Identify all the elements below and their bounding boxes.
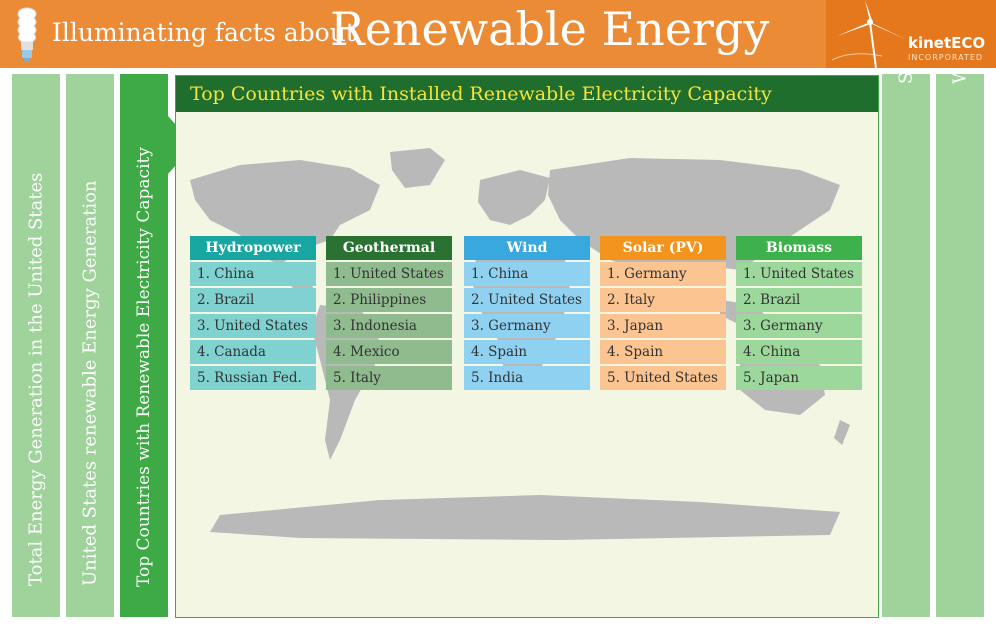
wind-turbine-icon	[832, 0, 907, 68]
tab-label: Total Energy Generation in the United St…	[25, 172, 47, 586]
tab-label: Solar Energy	[896, 74, 917, 84]
list-item: 1. United States	[326, 262, 452, 286]
biomass-column: Biomass 1. United States 2. Brazil 3. Ge…	[736, 236, 862, 390]
title-main: Renewable Energy	[330, 2, 770, 56]
tab-solar-energy[interactable]: Solar Energy	[882, 74, 930, 617]
logo-subtitle: INCORPORATED	[908, 53, 984, 62]
logo-name: kinetECO	[908, 34, 986, 52]
title-prefix: Illuminating facts about	[52, 18, 356, 47]
list-item: 2. Italy	[600, 288, 726, 312]
tab-top-countries[interactable]: Top Countries with Renewable Electricity…	[120, 74, 168, 617]
column-header: Wind	[464, 236, 590, 260]
column-header: Biomass	[736, 236, 862, 260]
list-item: 4. Canada	[190, 340, 316, 364]
tab-total-energy-generation[interactable]: Total Energy Generation in the United St…	[12, 74, 60, 617]
list-item: 3. United States	[190, 314, 316, 338]
list-item: 2. Philippines	[326, 288, 452, 312]
list-item: 2. Brazil	[736, 288, 862, 312]
geothermal-column: Geothermal 1. United States 2. Philippin…	[326, 236, 452, 390]
tab-label: Top Countries with Renewable Electricity…	[134, 147, 154, 587]
panel-title-bar: Top Countries with Installed Renewable E…	[176, 76, 878, 112]
column-header: Hydropower	[190, 236, 316, 260]
column-header: Solar (PV)	[600, 236, 726, 260]
list-item: 1. China	[190, 262, 316, 286]
logo-area	[826, 0, 996, 68]
list-item: 1. Germany	[600, 262, 726, 286]
list-item: 1. United States	[736, 262, 862, 286]
list-item: 2. Brazil	[190, 288, 316, 312]
list-item: 4. China	[736, 340, 862, 364]
list-item: 3. Japan	[600, 314, 726, 338]
list-item: 4. Spain	[600, 340, 726, 364]
list-item: 3. Germany	[464, 314, 590, 338]
list-item: 5. United States	[600, 366, 726, 390]
list-item: 2. United States	[464, 288, 590, 312]
list-item: 5. Italy	[326, 366, 452, 390]
list-item: 1. China	[464, 262, 590, 286]
column-header: Geothermal	[326, 236, 452, 260]
tab-us-renewable-generation[interactable]: United States renewable Energy Generatio…	[66, 74, 114, 617]
list-item: 4. Mexico	[326, 340, 452, 364]
hydropower-column: Hydropower 1. China 2. Brazil 3. United …	[190, 236, 316, 390]
list-item: 5. Japan	[736, 366, 862, 390]
list-item: 3. Germany	[736, 314, 862, 338]
list-item: 4. Spain	[464, 340, 590, 364]
tab-label: United States renewable Energy Generatio…	[79, 180, 101, 586]
panel-title: Top Countries with Installed Renewable E…	[190, 83, 772, 105]
list-item: 5. Russian Fed.	[190, 366, 316, 390]
lightbulb-icon	[17, 7, 37, 62]
tab-label: Wind Energy	[950, 74, 971, 84]
list-item: 5. India	[464, 366, 590, 390]
tab-wind-energy[interactable]: Wind Energy	[936, 74, 984, 617]
solar-pv-column: Solar (PV) 1. Germany 2. Italy 3. Japan …	[600, 236, 726, 390]
list-item: 3. Indonesia	[326, 314, 452, 338]
wind-column: Wind 1. China 2. United States 3. German…	[464, 236, 590, 390]
